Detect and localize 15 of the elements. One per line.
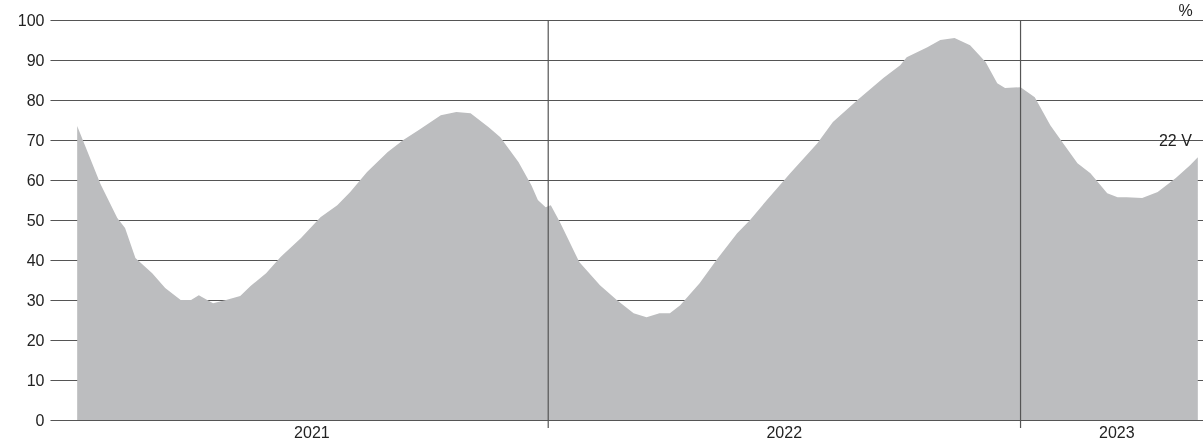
y-tick-label: 0: [35, 411, 45, 429]
x-tick-label: 2021: [294, 423, 330, 441]
y-tick-label: 30: [26, 291, 45, 309]
x-tick-label: 2022: [766, 423, 803, 441]
y-tick-label: 50: [26, 211, 45, 229]
y-tick-label: 20: [26, 331, 45, 349]
y-tick-label: 90: [26, 51, 45, 69]
y-tick-label: 60: [26, 171, 45, 189]
x-tick-label: 2023: [1099, 423, 1135, 441]
y-tick-label: 10: [26, 371, 45, 389]
y-tick-label: 70: [26, 131, 45, 149]
y-tick-label: 80: [26, 91, 45, 109]
y-tick-label: 40: [26, 251, 45, 269]
y-tick-label: 100: [17, 11, 45, 29]
y-axis-title: %: [1178, 1, 1193, 19]
